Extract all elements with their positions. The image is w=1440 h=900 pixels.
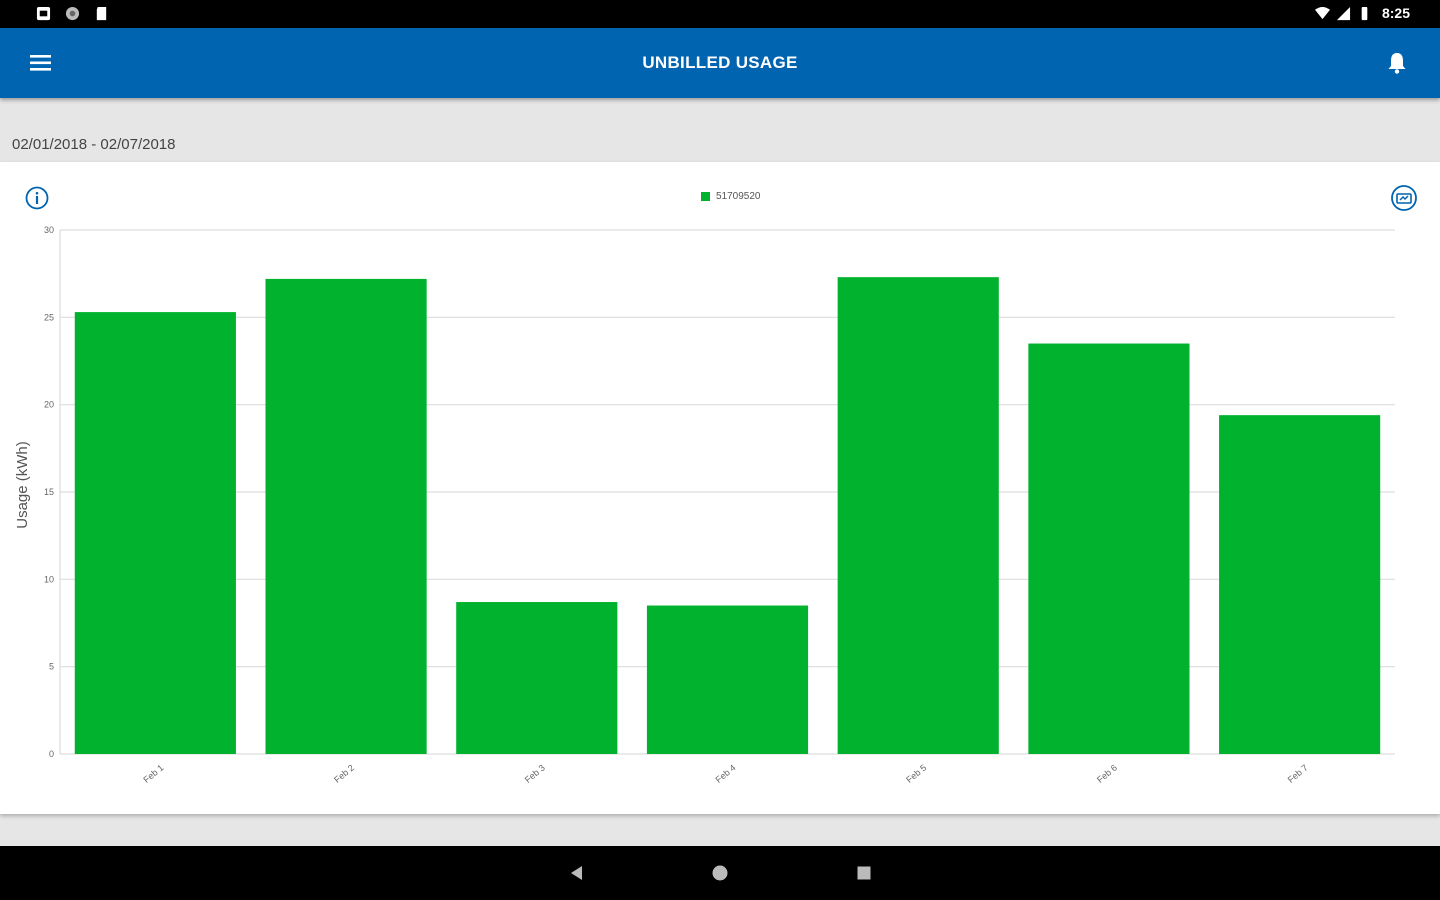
status-bar: 8:25 bbox=[0, 0, 1440, 28]
recents-square-icon[interactable] bbox=[853, 862, 875, 884]
bar-feb-4[interactable] bbox=[646, 605, 809, 754]
export-chart-icon[interactable] bbox=[1390, 184, 1418, 212]
x-tick-label: Feb 2 bbox=[332, 762, 356, 784]
legend-label: 51709520 bbox=[716, 191, 761, 202]
bar-feb-2[interactable] bbox=[265, 278, 427, 754]
bar-feb-5[interactable] bbox=[837, 277, 999, 754]
y-tick-label: 30 bbox=[44, 225, 54, 235]
wifi-icon bbox=[1314, 6, 1330, 19]
y-tick-label: 20 bbox=[44, 400, 54, 410]
x-tick-label: Feb 7 bbox=[1286, 762, 1310, 784]
bar-feb-1[interactable] bbox=[74, 312, 236, 754]
status-left-icons bbox=[36, 6, 109, 21]
bar-feb-6[interactable] bbox=[1028, 343, 1190, 754]
x-tick-labels: Feb 1 Feb 2 Feb 3 Feb 4 Feb 5 Feb 6 Feb 7 bbox=[141, 762, 1309, 784]
app-bar: UNBILLED USAGE bbox=[0, 28, 1440, 98]
date-range: 02/01/2018 - 02/07/2018 bbox=[12, 136, 176, 153]
x-tick-label: Feb 1 bbox=[141, 762, 165, 784]
back-triangle-icon[interactable] bbox=[566, 862, 588, 884]
y-tick-label: 10 bbox=[44, 574, 54, 584]
system-nav-bar bbox=[0, 846, 1440, 900]
bar-feb-7[interactable] bbox=[1219, 415, 1381, 754]
home-circle-icon[interactable] bbox=[709, 862, 731, 884]
photo-icon bbox=[36, 6, 51, 21]
status-right-icons: 8:25 bbox=[1314, 5, 1410, 21]
bar-feb-3[interactable] bbox=[456, 602, 618, 754]
y-tick-label: 0 bbox=[49, 749, 54, 759]
chart-bars bbox=[74, 277, 1381, 754]
x-tick-label: Feb 4 bbox=[714, 762, 738, 784]
x-tick-label: Feb 3 bbox=[523, 762, 547, 784]
y-tick-label: 15 bbox=[44, 487, 54, 497]
sd-card-icon bbox=[96, 6, 107, 21]
y-tick-labels: 0 5 10 15 20 25 30 bbox=[44, 225, 54, 759]
chart-legend: 51709520 bbox=[701, 191, 761, 202]
usage-bar-chart: Usage (kWh) 0 5 10 15 20 25 30 Feb 1 Feb 2 Feb 3… bbox=[14, 225, 1395, 785]
signal-icon bbox=[1336, 6, 1351, 20]
battery-icon bbox=[1361, 6, 1368, 20]
circle-icon bbox=[65, 6, 80, 21]
status-time: 8:25 bbox=[1381, 5, 1410, 21]
x-tick-label: Feb 5 bbox=[904, 762, 928, 784]
y-tick-label: 25 bbox=[44, 312, 54, 322]
y-tick-label: 5 bbox=[49, 662, 54, 672]
info-icon[interactable] bbox=[24, 185, 50, 211]
bell-icon[interactable] bbox=[1384, 50, 1410, 76]
page-title: UNBILLED USAGE bbox=[642, 53, 798, 72]
hamburger-icon[interactable] bbox=[26, 50, 56, 76]
legend-swatch bbox=[701, 192, 710, 201]
x-tick-label: Feb 6 bbox=[1095, 762, 1119, 784]
y-axis-label: Usage (kWh) bbox=[14, 441, 31, 529]
